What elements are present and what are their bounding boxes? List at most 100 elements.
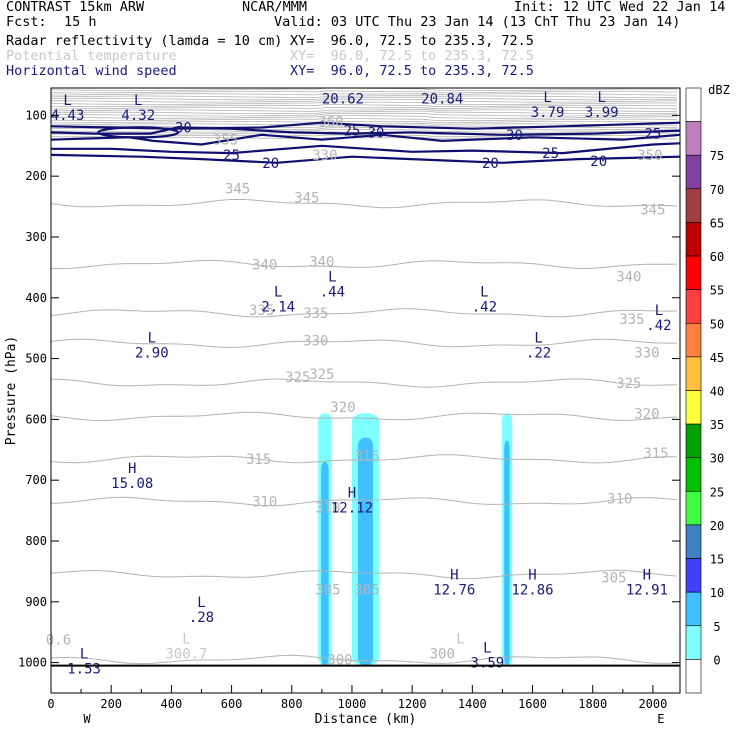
theta-contour-upper: [51, 122, 677, 126]
wind-label: 25: [344, 124, 361, 140]
plot-frame: [50, 87, 681, 694]
extremum-value: 2.90: [135, 345, 169, 361]
theta-label: 0.6: [46, 632, 71, 648]
colorbar-label: 45: [710, 351, 724, 365]
extremum-L: L: [456, 631, 464, 647]
wind-label: 25: [223, 148, 240, 164]
colorbar-segment: [685, 255, 702, 290]
x-tick-label: 200: [100, 697, 122, 711]
wind-label: 30: [506, 128, 523, 144]
y-tick-label: 100: [25, 108, 47, 122]
theta-label: 310: [252, 494, 277, 510]
theta-label: 335: [249, 303, 274, 319]
reflectivity-column: [504, 440, 510, 666]
x-tick-label: 2000: [638, 697, 667, 711]
wind-label: 20: [262, 156, 279, 172]
y-axis-label: Pressure (hPa): [4, 336, 19, 446]
extremum-value: 1.53: [67, 661, 101, 677]
field-xy-reflectivity: XY= 96.0, 72.5 to 235.3, 72.5: [290, 33, 534, 49]
wind-label: 20: [590, 154, 607, 170]
theta-contour-325: [51, 378, 678, 388]
extremum-L: L: [534, 330, 542, 346]
y-tick-label: 700: [25, 473, 47, 487]
wind-label: 25: [542, 146, 559, 162]
x-tick-label: 0: [47, 697, 54, 711]
colorbar-segment: [685, 289, 702, 324]
extremum-value: 12.12: [331, 500, 373, 516]
wind-label: 20.84: [421, 91, 463, 107]
colorbar-label: 75: [710, 149, 724, 163]
theta-contour-upper: [51, 104, 678, 108]
x-tick-label: 1400: [458, 697, 487, 711]
extremum-L: L: [63, 93, 71, 109]
theta-label: 305: [354, 583, 379, 599]
colorbar-label: 65: [710, 216, 724, 230]
center-name: NCAR/MMM: [242, 0, 308, 15]
forecast-label: Fcst:: [6, 14, 47, 30]
theta-contour-upper: [51, 107, 678, 110]
theta-label: 360: [318, 114, 343, 130]
extremum-value: .44: [320, 284, 345, 300]
y-tick-label: 900: [25, 595, 47, 609]
theta-contour-335: [51, 308, 678, 318]
extremum-L: L: [655, 303, 663, 319]
extremum-L: L: [80, 646, 88, 662]
colorbar-segment: [685, 87, 702, 122]
extremum-L: L: [598, 90, 606, 106]
x-tick-label: 1800: [578, 697, 607, 711]
colorbar-label: 25: [710, 485, 724, 499]
colorbar-segment: [685, 558, 702, 593]
theta-label: 345: [225, 181, 250, 197]
y-tick-label: 300: [25, 230, 47, 244]
colorbar-label: 30: [710, 452, 724, 466]
theta-label: 305: [315, 583, 340, 599]
colorbar-label: 40: [710, 385, 724, 399]
theta-label: 320: [634, 406, 659, 422]
model-title: CONTRAST 15km ARW: [6, 0, 145, 15]
field-name-reflectivity: Radar reflectivity (lamda = 10 cm): [6, 33, 283, 49]
colorbar-segment: [685, 390, 702, 425]
wind-contour: [51, 153, 680, 164]
theta-contour-340: [51, 259, 678, 270]
x-tick-label: 600: [221, 697, 243, 711]
wind-label: 20.62: [322, 91, 364, 107]
x-tick-label: 400: [161, 697, 183, 711]
theta-contour-upper: [51, 99, 678, 103]
colorbar-unit: dBZ: [708, 83, 730, 97]
theta-contour-345: [51, 198, 678, 209]
theta-label: 345: [294, 190, 319, 206]
theta-contour-upper: [51, 94, 678, 98]
field-name-wind: Horizontal wind speed: [6, 63, 177, 79]
extremum-value: .22: [526, 345, 551, 361]
theta-label: 335: [303, 306, 328, 322]
reflectivity-column: [357, 437, 374, 666]
colorbar-label: 60: [710, 250, 724, 264]
wind-contour-closed: [97, 126, 180, 139]
extremum-value: 4.43: [51, 108, 85, 124]
y-tick-label: 200: [25, 169, 47, 183]
x-end-label-east: E: [657, 712, 664, 726]
theta-contour-upper: [51, 101, 677, 105]
extremum-H: H: [528, 567, 536, 583]
theta-contour-330: [51, 338, 677, 348]
colorbar-label: 5: [713, 620, 720, 634]
extremum-value: 3.59: [471, 655, 505, 671]
extremum-L: L: [148, 330, 156, 346]
theta-label: 330: [312, 148, 337, 164]
colorbar-segment: [685, 322, 702, 358]
theta-label: 325: [285, 370, 310, 386]
colorbar-segment: [685, 356, 702, 391]
y-tick-label: 1000: [18, 656, 47, 670]
theta-contour-upper: [51, 110, 678, 115]
extremum-L: L: [480, 285, 488, 301]
theta-label: 330: [303, 333, 328, 349]
theta-contour-310: [51, 496, 678, 507]
reflectivity-column: [321, 461, 329, 666]
theta-contour-upper: [51, 120, 678, 124]
y-tick-label: 600: [25, 412, 47, 426]
theta-label: 315: [246, 452, 271, 468]
colorbar-segment: [685, 625, 702, 660]
theta-contour-upper: [51, 115, 677, 119]
colorbar-label: 20: [710, 519, 724, 533]
